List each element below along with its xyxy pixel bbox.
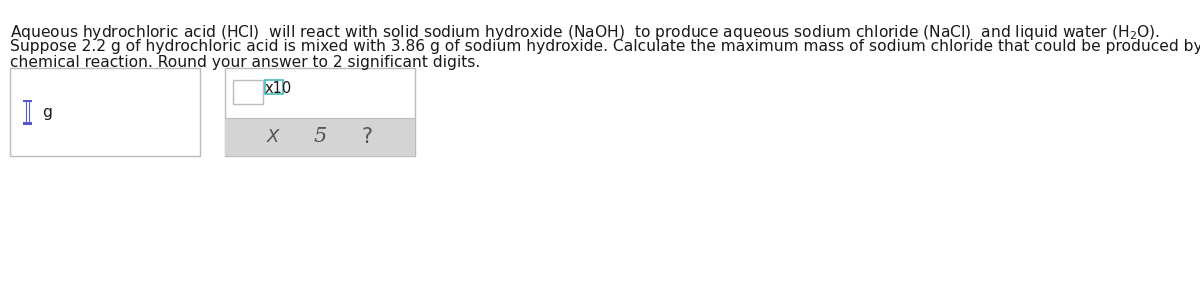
- Text: chemical reaction. Round your answer to 2 significant digits.: chemical reaction. Round your answer to …: [10, 55, 480, 70]
- Text: g: g: [42, 104, 52, 120]
- Bar: [26, 100, 29, 124]
- Bar: [226, 68, 415, 156]
- Text: x10: x10: [265, 81, 293, 96]
- Bar: [265, 80, 283, 94]
- Text: 5: 5: [313, 128, 326, 146]
- Bar: [10, 68, 200, 156]
- Bar: [226, 118, 415, 156]
- Text: X: X: [266, 128, 278, 146]
- Text: Aqueous hydrochloric acid $\mathregular{(HCl)}$  will react with solid sodium hy: Aqueous hydrochloric acid $\mathregular{…: [10, 23, 1160, 42]
- Bar: [233, 80, 263, 104]
- Text: ?: ?: [362, 127, 373, 147]
- Bar: [23, 100, 32, 102]
- Text: Suppose 2.2 g of hydrochloric acid is mixed with 3.86 g of sodium hydroxide. Cal: Suppose 2.2 g of hydrochloric acid is mi…: [10, 39, 1200, 54]
- Bar: [23, 122, 32, 124]
